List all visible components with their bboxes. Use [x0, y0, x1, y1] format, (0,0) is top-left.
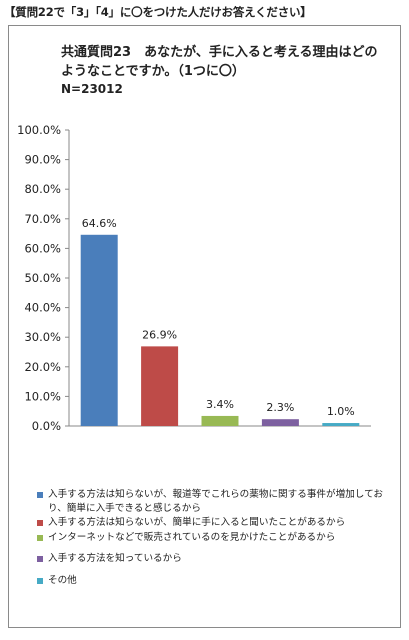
legend-label: その他	[48, 574, 77, 586]
y-tick-label: 40.0%	[24, 301, 61, 315]
y-tick-label: 100.0%	[17, 123, 61, 137]
chart-title: 共通質問23 あなたが、手に入ると考える理由はどのようなことですか。（1つに〇）	[61, 45, 378, 79]
legend-swatch	[37, 577, 43, 584]
y-tick-label: 50.0%	[24, 271, 61, 285]
legend-label: 入手する方法を知っているから	[48, 553, 182, 564]
chart-legend: 入手する方法は知らないが、報道等でこれらの薬物に関する事件が増加しており、簡単に…	[37, 488, 389, 588]
legend-label: 入手する方法は知らないが、報道等でこれらの薬物に関する事件が増加しており、簡単に…	[48, 489, 384, 514]
legend-item: 入手する方法を知っているから	[37, 552, 389, 566]
legend-item: 入手する方法は知らないが、報道等でこれらの薬物に関する事件が増加しており、簡単に…	[37, 488, 389, 515]
data-label: 3.4%	[206, 398, 234, 411]
data-label: 64.6%	[82, 217, 117, 230]
legend-item: その他	[37, 574, 389, 588]
y-tick-label: 20.0%	[24, 360, 61, 374]
y-tick-label: 80.0%	[24, 182, 61, 196]
y-tick-label: 70.0%	[24, 212, 61, 226]
legend-label: インターネットなどで販売されているのを見かけたことがあるから	[48, 531, 336, 543]
legend-item: 入手する方法は知らないが、簡単に手に入ると聞いたことがあるから	[37, 516, 389, 530]
bar	[141, 346, 179, 426]
y-tick-label: 60.0%	[24, 241, 61, 255]
data-label: 1.0%	[327, 405, 355, 418]
bar	[322, 423, 360, 426]
bar-chart: 0.0% 10.0% 20.0% 30.0% 40.0% 50.0% 60.0% 70.0% 8…	[17, 123, 371, 433]
legend-item: インターネットなどで販売されているのを見かけたことがあるから	[37, 531, 389, 545]
y-tick-label: 0.0%	[32, 419, 61, 433]
y-tick-label: 30.0%	[24, 330, 61, 344]
bar	[80, 234, 118, 426]
legend-swatch	[37, 492, 43, 498]
question-note: 【質問22で「3」「4」に〇をつけた人だけお答えください】	[4, 5, 312, 19]
bar	[261, 419, 299, 426]
y-tick-label: 10.0%	[24, 389, 61, 403]
data-label: 26.9%	[142, 328, 177, 341]
data-label: 2.3%	[266, 401, 294, 414]
y-tick-label: 90.0%	[24, 153, 61, 167]
bar	[201, 415, 239, 426]
sample-size: N=23012	[61, 82, 123, 96]
legend-swatch	[37, 520, 43, 526]
legend-swatch	[37, 556, 43, 562]
legend-label: 入手する方法は知らないが、簡単に手に入ると聞いたことがあるから	[48, 517, 346, 528]
legend-swatch	[37, 534, 43, 541]
chart-frame: 共通質問23 あなたが、手に入ると考える理由はどのようなことですか。（1つに〇）…	[8, 25, 401, 628]
